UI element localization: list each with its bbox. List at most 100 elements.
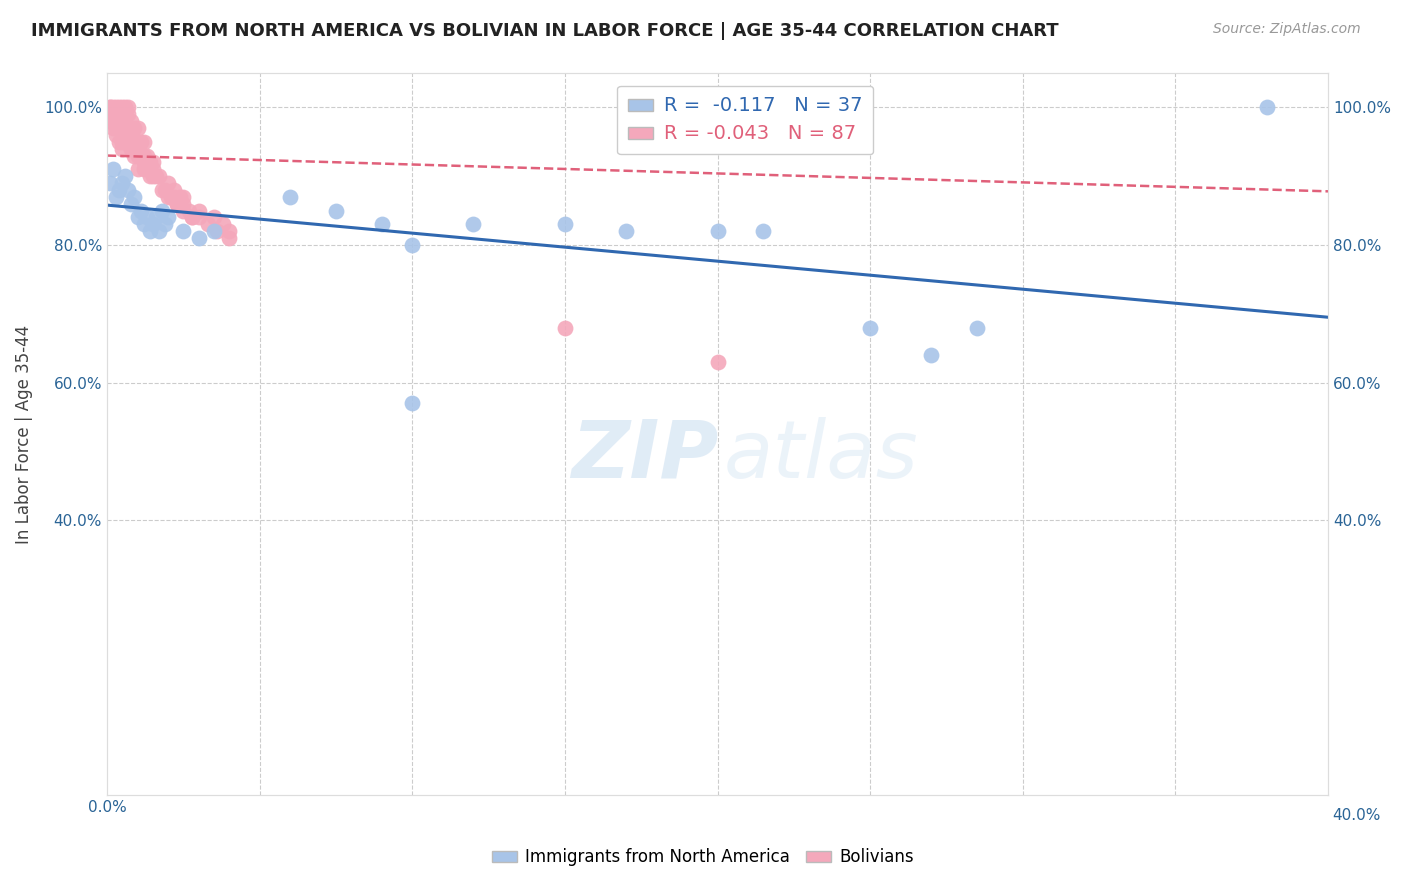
Point — [138, 224, 160, 238]
Text: 40.0%: 40.0% — [1333, 808, 1381, 823]
Point — [117, 100, 139, 114]
Point — [132, 155, 155, 169]
Point — [172, 196, 194, 211]
Point — [202, 224, 225, 238]
Legend: R =  -0.117   N = 37, R = -0.043   N = 87: R = -0.117 N = 37, R = -0.043 N = 87 — [617, 86, 873, 154]
Point — [135, 148, 157, 162]
Point — [706, 224, 728, 238]
Point — [401, 238, 423, 252]
Point — [101, 100, 124, 114]
Point — [129, 148, 152, 162]
Point — [111, 135, 134, 149]
Point — [124, 148, 146, 162]
Point — [108, 135, 131, 149]
Point — [98, 107, 121, 121]
Point — [114, 121, 136, 136]
Point — [132, 148, 155, 162]
Point — [111, 121, 134, 136]
Point — [105, 114, 128, 128]
Point — [157, 211, 180, 225]
Point — [108, 183, 131, 197]
Point — [202, 211, 225, 225]
Point — [132, 135, 155, 149]
Point — [127, 121, 149, 136]
Point — [145, 169, 167, 184]
Point — [148, 224, 170, 238]
Point — [120, 196, 142, 211]
Point — [197, 218, 219, 232]
Point — [127, 162, 149, 177]
Point — [187, 203, 209, 218]
Point — [1256, 100, 1278, 114]
Point — [920, 348, 942, 362]
Text: Source: ZipAtlas.com: Source: ZipAtlas.com — [1213, 22, 1361, 37]
Text: ZIP: ZIP — [571, 417, 718, 495]
Point — [111, 142, 134, 156]
Point — [120, 142, 142, 156]
Point — [117, 135, 139, 149]
Point — [166, 196, 188, 211]
Point — [111, 100, 134, 114]
Point — [108, 100, 131, 114]
Point — [554, 320, 576, 334]
Point — [172, 224, 194, 238]
Point — [108, 121, 131, 136]
Point — [163, 190, 186, 204]
Point — [148, 169, 170, 184]
Point — [114, 107, 136, 121]
Point — [142, 162, 165, 177]
Point — [105, 128, 128, 142]
Point — [111, 107, 134, 121]
Point — [124, 135, 146, 149]
Point — [117, 121, 139, 136]
Point — [127, 142, 149, 156]
Point — [205, 224, 228, 238]
Point — [145, 211, 167, 225]
Point — [172, 190, 194, 204]
Point — [157, 190, 180, 204]
Point — [181, 211, 204, 225]
Point — [218, 224, 240, 238]
Point — [108, 107, 131, 121]
Point — [98, 176, 121, 190]
Point — [105, 121, 128, 136]
Point — [98, 114, 121, 128]
Point — [117, 107, 139, 121]
Point — [187, 211, 209, 225]
Point — [752, 224, 775, 238]
Point — [101, 107, 124, 121]
Point — [114, 169, 136, 184]
Point — [114, 128, 136, 142]
Point — [132, 218, 155, 232]
Point — [153, 218, 176, 232]
Point — [120, 135, 142, 149]
Point — [163, 183, 186, 197]
Point — [706, 355, 728, 369]
Point — [554, 218, 576, 232]
Point — [98, 100, 121, 114]
Point — [111, 176, 134, 190]
Point — [166, 196, 188, 211]
Point — [218, 231, 240, 245]
Point — [142, 218, 165, 232]
Point — [859, 320, 882, 334]
Point — [157, 176, 180, 190]
Point — [105, 114, 128, 128]
Legend: Immigrants from North America, Bolivians: Immigrants from North America, Bolivians — [485, 842, 921, 873]
Point — [142, 169, 165, 184]
Point — [129, 135, 152, 149]
Point — [187, 231, 209, 245]
Point — [153, 183, 176, 197]
Point — [120, 114, 142, 128]
Text: atlas: atlas — [724, 417, 918, 495]
Point — [138, 169, 160, 184]
Point — [124, 121, 146, 136]
Point — [966, 320, 988, 334]
Point — [127, 135, 149, 149]
Point — [101, 114, 124, 128]
Text: IMMIGRANTS FROM NORTH AMERICA VS BOLIVIAN IN LABOR FORCE | AGE 35-44 CORRELATION: IMMIGRANTS FROM NORTH AMERICA VS BOLIVIA… — [31, 22, 1059, 40]
Point — [135, 162, 157, 177]
Point — [132, 162, 155, 177]
Point — [614, 224, 637, 238]
Point — [114, 135, 136, 149]
